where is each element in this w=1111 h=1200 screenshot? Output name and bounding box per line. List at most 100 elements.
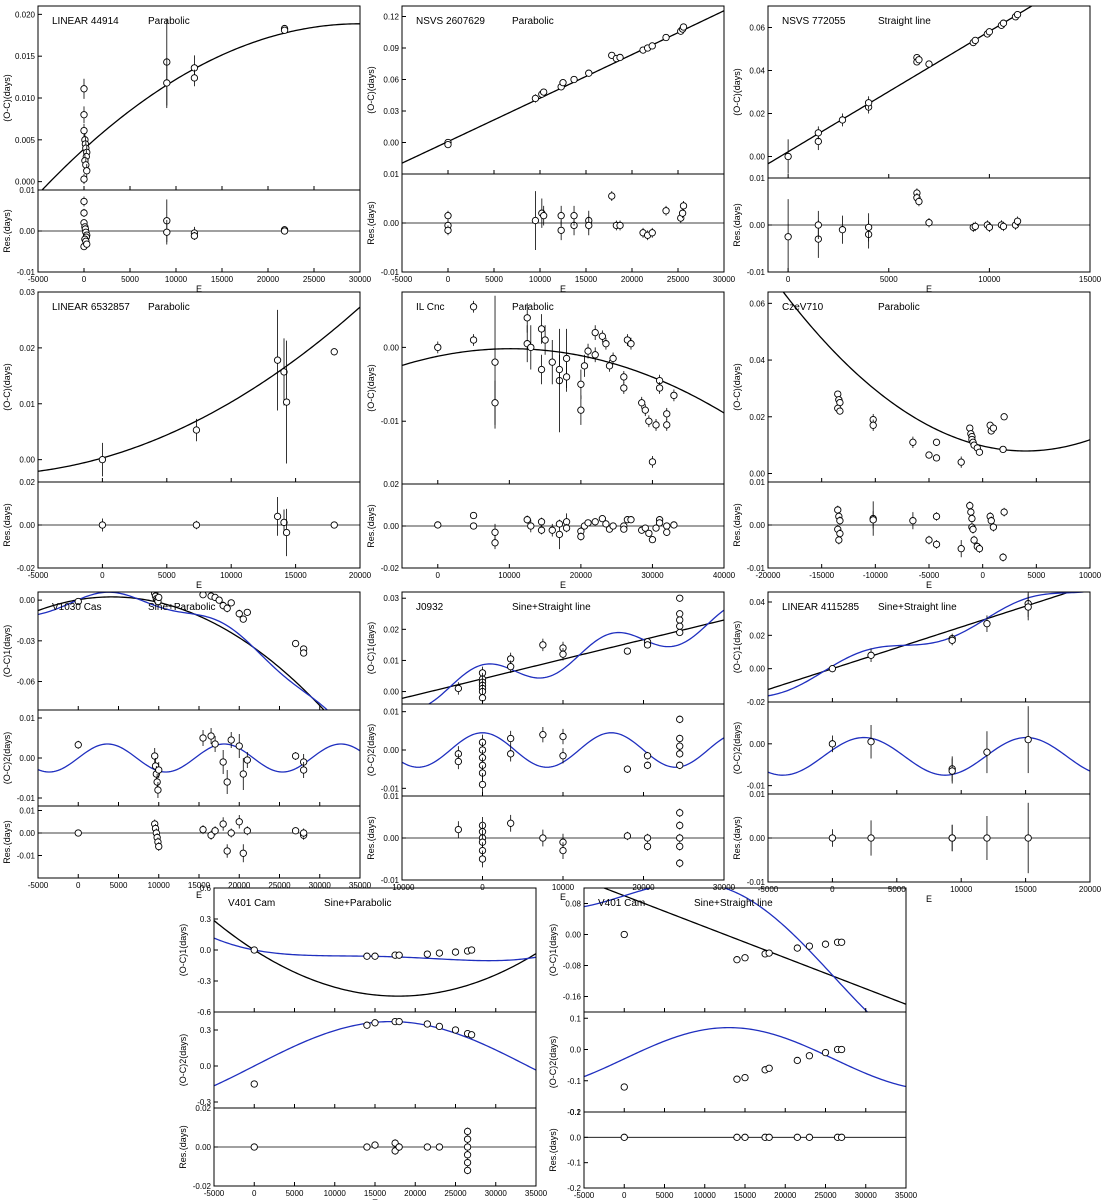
data-point (970, 536, 978, 544)
chart-model-label: Straight line (878, 16, 931, 27)
data-point (80, 197, 88, 206)
x-axis-label: E (560, 284, 566, 294)
plot-area (214, 920, 536, 997)
data-point (834, 506, 842, 514)
x-tick-label: 0 (980, 571, 985, 580)
data-point (602, 520, 610, 528)
plot-area (41, 18, 360, 190)
y-tick-label: 0.02 (749, 110, 765, 119)
data-point (451, 948, 460, 956)
data-point (957, 458, 965, 466)
data-point (948, 767, 956, 775)
y-tick-label: 0.12 (383, 13, 399, 22)
x-tick-label: 25000 (303, 275, 326, 284)
data-point (1024, 603, 1032, 611)
y-axis-label: Res.(days) (2, 820, 12, 864)
x-axis-label: E (372, 1198, 378, 1200)
y-tick-label: 0.08 (565, 900, 581, 909)
data-point (948, 636, 956, 644)
data-point (469, 303, 478, 311)
data-point (784, 152, 792, 161)
data-point (223, 847, 231, 855)
x-tick-label: 25000 (444, 1189, 467, 1198)
y-tick-label: 0.00 (749, 469, 765, 478)
data-point (559, 650, 567, 658)
data-point (784, 233, 792, 241)
y-tick-label: -0.08 (563, 962, 582, 971)
panel-ilcnc-0: -0.01 0.00 (O-C)(days) (366, 291, 725, 485)
fit-curve-parabola (38, 306, 360, 472)
data-point (577, 406, 585, 414)
plot-area (38, 728, 360, 798)
data-point (280, 227, 289, 235)
x-tick-label: -10000 (863, 571, 888, 580)
fit-curve-parabola (38, 596, 325, 710)
data-point (491, 358, 499, 366)
x-tick-label: 30000 (349, 275, 372, 284)
data-point (814, 221, 822, 229)
y-tick-label: 0.0 (570, 1133, 582, 1142)
data-point (223, 604, 231, 612)
data-point (1024, 735, 1032, 744)
fit-curve-parabola (402, 348, 724, 414)
data-point (463, 1166, 472, 1175)
data-point (838, 116, 847, 124)
data-point (531, 94, 540, 103)
data-point (605, 362, 614, 370)
data-point (663, 528, 671, 536)
y-tick-label: 0.00 (383, 834, 399, 843)
data-point (655, 384, 664, 392)
data-point (999, 445, 1007, 454)
data-point (80, 111, 88, 119)
data-point (235, 818, 243, 826)
data-point (676, 834, 684, 842)
x-tick-label: 0 (100, 571, 105, 580)
plot-area (584, 1026, 906, 1091)
plot-area (402, 808, 724, 868)
y-tick-label: 0.01 (383, 708, 399, 717)
data-point (282, 528, 291, 537)
data-point (983, 834, 991, 842)
y-tick-label: -0.02 (17, 564, 36, 573)
data-point (915, 56, 923, 64)
panel-v401cam_b-2: -0.2 -0.1 0.0 0.1 Res.(days) (548, 1108, 907, 1193)
x-tick-label: 10000 (529, 275, 552, 284)
x-tick-label: 10000 (1079, 571, 1102, 580)
data-point (983, 748, 991, 756)
data-point (155, 766, 163, 774)
data-point (765, 1064, 773, 1072)
data-point (627, 340, 635, 348)
x-tick-label: 40000 (713, 571, 736, 580)
data-point (932, 512, 941, 521)
y-tick-label: 0.1 (570, 1014, 582, 1023)
data-point (559, 752, 567, 760)
chart-model-label: Parabolic (148, 302, 190, 313)
fit-curve-parabola (602, 888, 906, 1005)
data-point (620, 373, 628, 381)
y-tick-label: 0.03 (19, 288, 35, 297)
data-point (507, 750, 515, 758)
data-point (925, 451, 933, 459)
data-point (507, 734, 515, 743)
data-point (451, 1026, 460, 1034)
y-tick-label: 0.00 (749, 153, 765, 162)
data-point (227, 736, 235, 744)
x-tick-label: 20000 (774, 1191, 797, 1200)
data-point (676, 761, 684, 769)
data-point (969, 525, 977, 533)
panel-nsvs2607629-0: 0.00 0.03 0.06 0.09 0.12 (O-C)(days) (366, 5, 725, 175)
panel-nsvs772055-1: -0.01 0.00 0.01 Res.(days) (732, 174, 1091, 277)
data-point (948, 834, 956, 842)
y-axis-label: (O-C)1(days) (2, 625, 12, 678)
panel-v401cam_a-2: -0.02 0.00 0.02 Res.(days) (178, 1104, 537, 1191)
data-point (828, 740, 837, 748)
data-point (837, 1045, 846, 1054)
chart-title: IL Cnc (416, 302, 445, 313)
data-point (444, 226, 452, 235)
data-point (765, 949, 773, 957)
data-point (864, 223, 873, 232)
data-point (163, 228, 171, 236)
y-tick-label: -0.02 (747, 698, 766, 707)
data-point (679, 202, 688, 210)
data-point (925, 60, 933, 68)
